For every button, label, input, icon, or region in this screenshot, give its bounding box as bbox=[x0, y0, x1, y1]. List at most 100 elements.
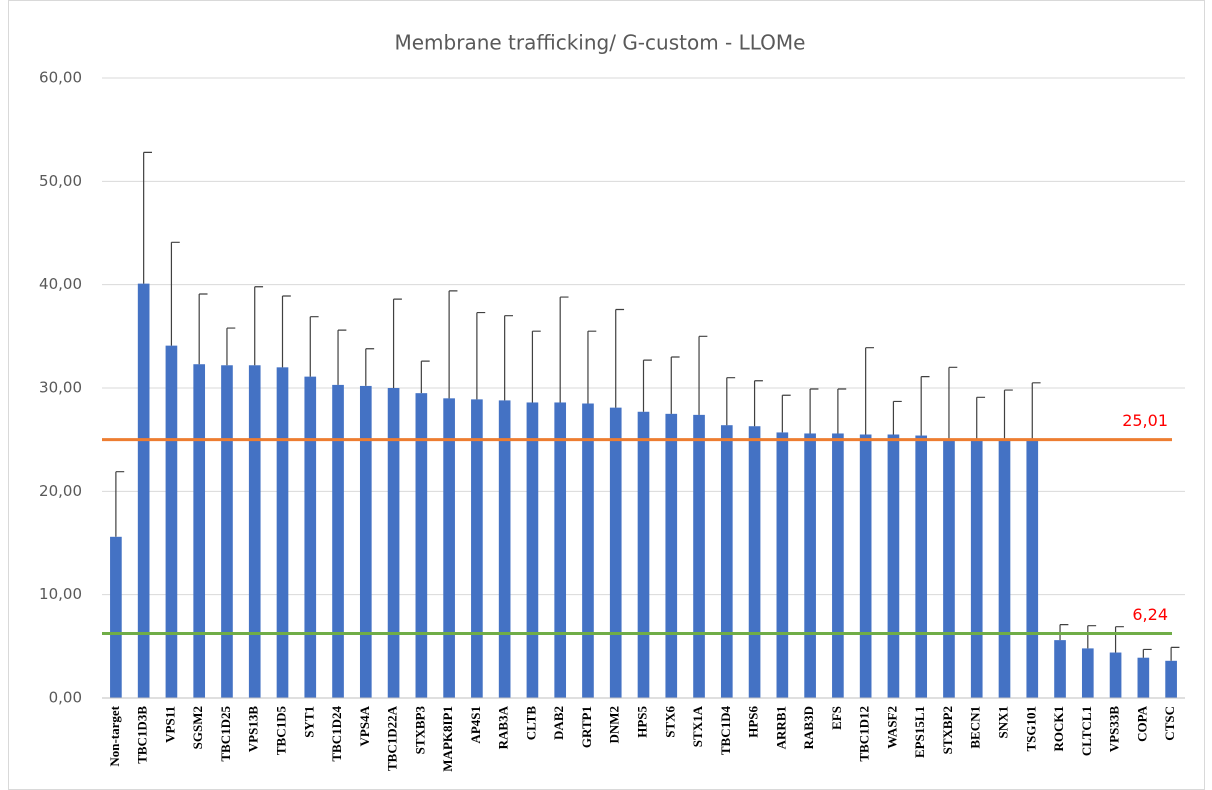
x-tick-label: VPS11 bbox=[162, 706, 177, 743]
bar bbox=[359, 385, 372, 698]
error-bar bbox=[254, 286, 264, 366]
y-tick-label: 50,00 bbox=[39, 172, 82, 190]
y-tick-label: 60,00 bbox=[39, 69, 82, 87]
error-bar bbox=[587, 330, 597, 404]
bar bbox=[609, 407, 622, 698]
x-tick-label: HPS6 bbox=[746, 706, 761, 738]
bar bbox=[776, 432, 789, 698]
y-tick-label: 40,00 bbox=[39, 275, 82, 293]
error-bar bbox=[531, 330, 541, 403]
error-bar bbox=[392, 298, 402, 388]
x-tick-label: HPS5 bbox=[634, 706, 649, 738]
reference-label: 6,24 bbox=[1132, 605, 1168, 624]
error-bar bbox=[642, 359, 652, 412]
bar bbox=[110, 536, 122, 698]
error-bar bbox=[170, 241, 180, 346]
bar bbox=[998, 439, 1011, 698]
x-tick-label: COPA bbox=[1134, 705, 1149, 741]
bar bbox=[248, 365, 261, 698]
x-tick-label: VPS33B bbox=[1107, 706, 1122, 753]
x-tick-label: SYT1 bbox=[301, 706, 316, 738]
x-tick-label: TBC1D25 bbox=[218, 706, 233, 762]
x-tick-label: SGSM2 bbox=[190, 706, 205, 749]
x-tick-label: RAB3D bbox=[801, 706, 816, 749]
x-tick-label: EFS bbox=[829, 706, 844, 730]
error-bar bbox=[309, 316, 319, 377]
x-tick-label: Non-target bbox=[107, 705, 122, 766]
x-tick-label: STXBP2 bbox=[940, 706, 955, 754]
error-bar bbox=[726, 377, 736, 426]
error-bar bbox=[281, 295, 291, 368]
error-bar bbox=[698, 335, 708, 415]
x-tick-label: MAPK8IP1 bbox=[440, 706, 455, 772]
error-bar bbox=[1142, 648, 1152, 658]
chart-title: Membrane trafficking/ G-custom - LLOMe bbox=[395, 31, 806, 55]
error-bar bbox=[670, 356, 680, 414]
bar bbox=[193, 364, 206, 698]
error-bar bbox=[615, 308, 625, 408]
bar bbox=[415, 393, 428, 698]
error-bar bbox=[476, 311, 486, 400]
x-tick-label: DAB2 bbox=[551, 706, 566, 740]
error-bar bbox=[753, 380, 763, 427]
x-tick-label: TBC1D3B bbox=[135, 706, 150, 764]
x-tick-label: CTSC bbox=[1162, 706, 1177, 741]
error-bar bbox=[365, 348, 375, 386]
error-bar bbox=[226, 327, 236, 366]
error-bar bbox=[920, 376, 930, 436]
bar bbox=[693, 414, 705, 698]
bar bbox=[637, 411, 650, 698]
error-bar bbox=[837, 388, 847, 434]
bar bbox=[804, 433, 816, 698]
x-tick-label: STXBP3 bbox=[412, 706, 427, 755]
bar bbox=[720, 425, 733, 698]
x-tick-label: WASF2 bbox=[884, 706, 899, 749]
bar bbox=[1054, 640, 1066, 698]
y-tick-label: 10,00 bbox=[39, 585, 82, 603]
x-tick-label: VPS13B bbox=[246, 706, 261, 753]
x-tick-label: STX6 bbox=[662, 706, 677, 738]
error-bar bbox=[448, 290, 458, 399]
error-bar bbox=[1003, 389, 1013, 440]
x-tick-label: TBC1D24 bbox=[329, 706, 344, 762]
bar bbox=[471, 399, 483, 698]
x-tick-label: TBC1D5 bbox=[273, 706, 288, 756]
bar bbox=[304, 376, 317, 698]
error-bar bbox=[1114, 626, 1124, 653]
bar bbox=[1026, 439, 1039, 698]
bar bbox=[387, 388, 400, 698]
x-tick-label: CLTB bbox=[523, 706, 538, 741]
error-bar bbox=[976, 396, 986, 440]
x-tick-label: GRTP1 bbox=[579, 706, 594, 748]
bar bbox=[498, 400, 511, 698]
x-tick-label: TSG101 bbox=[1023, 706, 1038, 752]
chart-frame bbox=[8, 0, 1205, 790]
error-bar bbox=[504, 315, 513, 401]
y-tick-label: 30,00 bbox=[39, 379, 82, 397]
x-tick-label: VPS4A bbox=[357, 705, 372, 746]
error-bar bbox=[115, 471, 125, 537]
x-tick-label: AP4S1 bbox=[468, 706, 483, 744]
bar bbox=[443, 398, 455, 698]
error-bar bbox=[1031, 382, 1041, 440]
x-tick-label: EPS15L1 bbox=[912, 706, 927, 758]
x-tick-label: STX1A bbox=[690, 705, 705, 747]
bar bbox=[1081, 648, 1094, 698]
bar bbox=[1109, 652, 1122, 698]
x-tick-label: BECN1 bbox=[968, 706, 983, 749]
bar bbox=[554, 402, 567, 698]
error-bar bbox=[420, 360, 430, 394]
reference-label: 25,01 bbox=[1122, 411, 1168, 430]
bar bbox=[221, 365, 233, 698]
x-tick-label: TBC1D4 bbox=[718, 706, 733, 756]
y-tick-label: 0,00 bbox=[49, 689, 82, 707]
bar bbox=[915, 435, 928, 698]
error-bar bbox=[198, 293, 208, 365]
x-tick-label: RAB3A bbox=[496, 705, 511, 749]
bar bbox=[137, 283, 150, 698]
bar bbox=[748, 426, 761, 698]
bar bbox=[943, 439, 955, 698]
x-tick-label: TBC1D12 bbox=[857, 706, 872, 762]
error-bar bbox=[865, 347, 874, 435]
x-tick-label: TBC1D22A bbox=[385, 705, 400, 771]
